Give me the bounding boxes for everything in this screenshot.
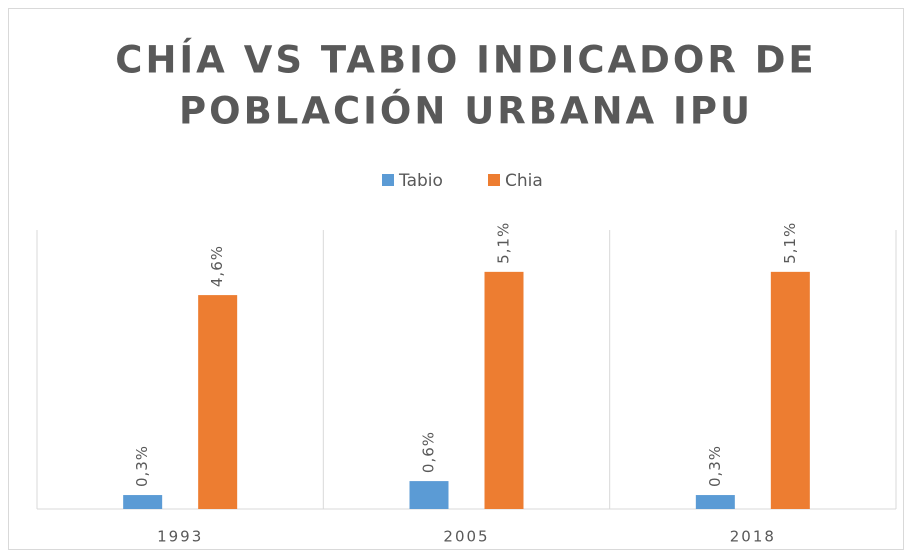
legend-swatch (488, 174, 500, 186)
data-label: 0,6% (420, 431, 438, 473)
bar (770, 271, 810, 509)
x-tick-label: 2005 (443, 528, 489, 546)
legend-label: Tabio (398, 171, 443, 191)
bar (484, 271, 524, 509)
bar (123, 495, 163, 509)
x-tick-label: 1993 (157, 528, 203, 546)
bar (409, 481, 449, 509)
chart-title: CHÍA VS TABIO INDICADOR DE (115, 38, 816, 82)
bar (695, 495, 735, 509)
x-tick-label: 2018 (730, 528, 776, 546)
chart-frame (8, 8, 904, 550)
data-label: 5,1% (495, 222, 513, 264)
data-label: 4,6% (208, 245, 226, 287)
legend-label: Chia (505, 171, 543, 191)
bar (198, 295, 238, 509)
data-label: 5,1% (781, 222, 799, 264)
data-label: 0,3% (706, 445, 724, 487)
data-label: 0,3% (133, 445, 151, 487)
legend-swatch (382, 174, 394, 186)
chart-title: POBLACIÓN URBANA IPU (179, 89, 753, 133)
